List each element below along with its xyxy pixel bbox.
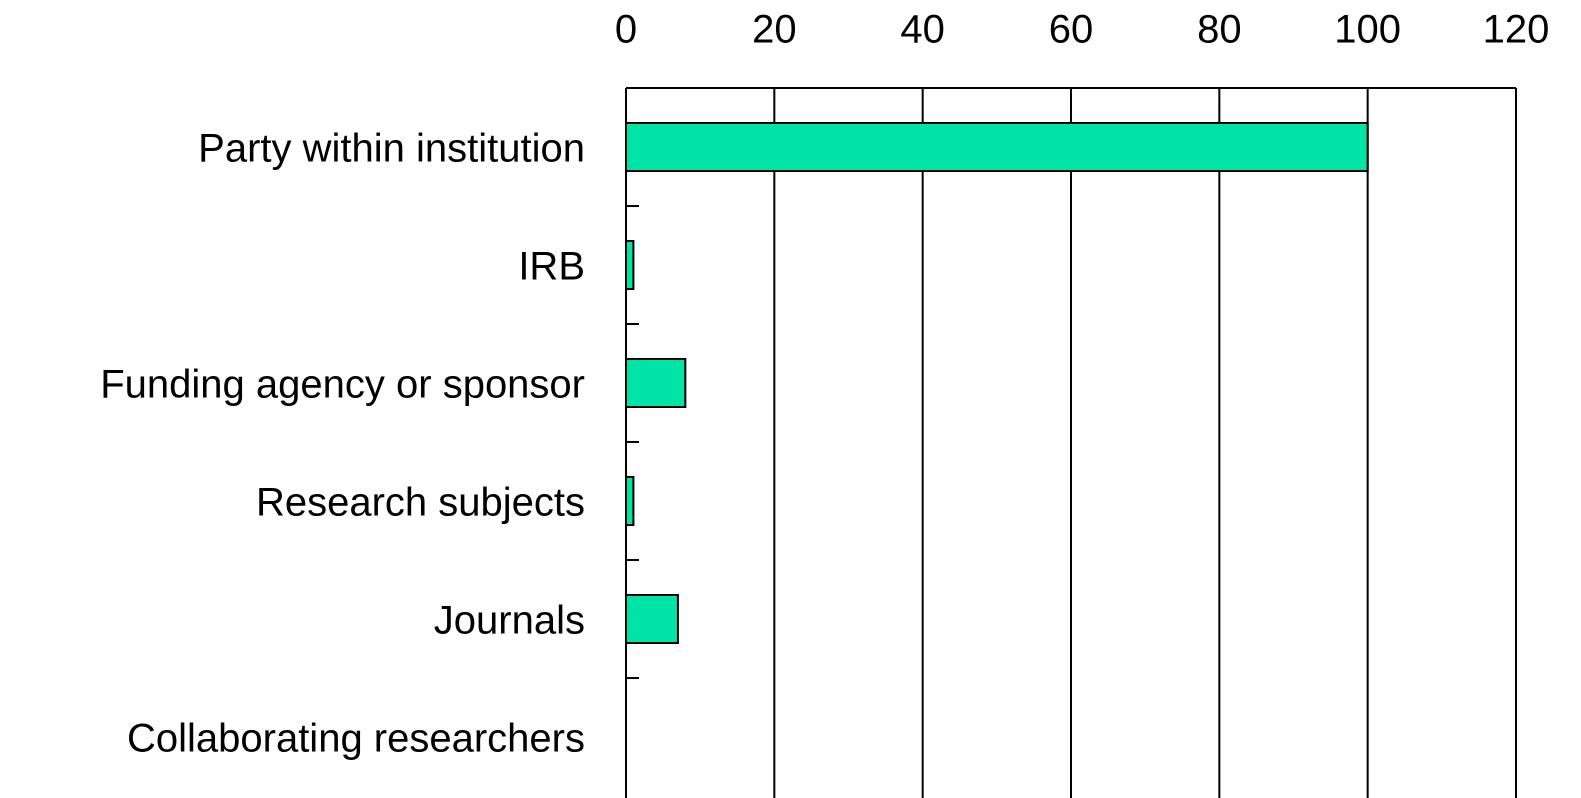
y-tick-label: Party within institution: [198, 127, 585, 171]
y-tick-label: Research subjects: [256, 481, 585, 525]
bar: [625, 594, 679, 644]
x-tick-label: 40: [900, 8, 945, 52]
y-tick-label: Collaborating researchers: [127, 717, 585, 761]
bar: [625, 358, 687, 408]
bar: [625, 240, 635, 290]
x-tick-label: 0: [615, 8, 637, 52]
bar: [625, 122, 1369, 172]
bar: [625, 476, 635, 526]
x-tick-label: 100: [1334, 8, 1401, 52]
y-tick-label: IRB: [518, 245, 585, 289]
y-tick-label: Journals: [434, 599, 585, 643]
x-tick-label: 20: [752, 8, 797, 52]
y-tick-label: Funding agency or sponsor: [100, 363, 585, 407]
x-tick-label: 80: [1197, 8, 1242, 52]
x-tick-label: 120: [1483, 8, 1550, 52]
x-tick-label: 60: [1049, 8, 1094, 52]
